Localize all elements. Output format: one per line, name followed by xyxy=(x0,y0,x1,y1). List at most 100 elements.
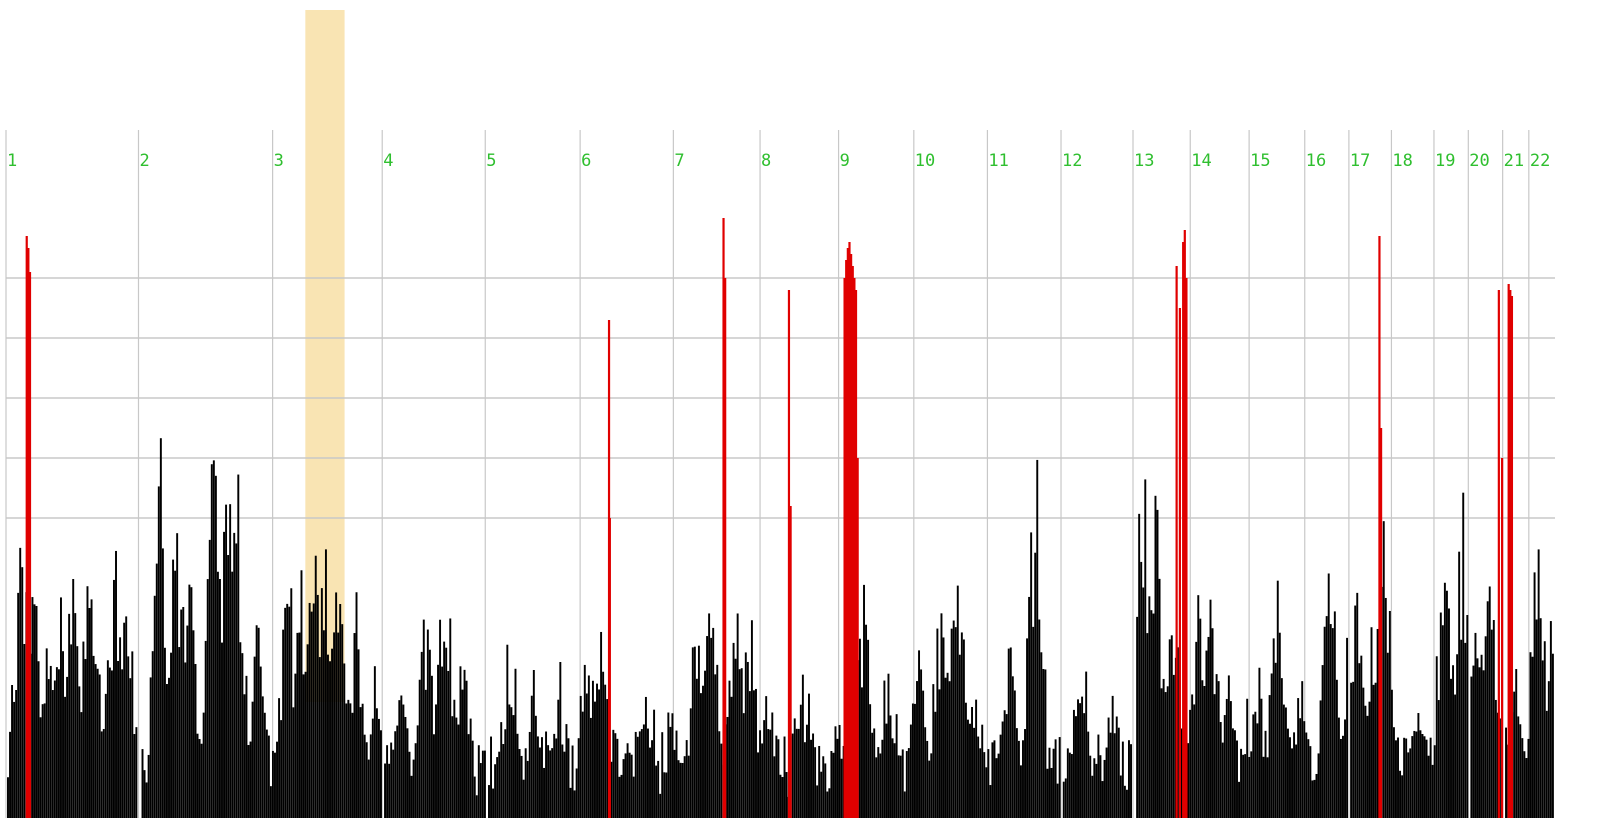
data-bar xyxy=(810,739,812,818)
data-bar xyxy=(23,644,26,818)
data-bar xyxy=(133,734,136,818)
significant-bar xyxy=(1182,242,1185,818)
data-bar xyxy=(1541,660,1544,818)
data-bar xyxy=(13,701,16,818)
data-bar xyxy=(685,740,688,818)
data-bar xyxy=(1388,610,1391,818)
data-bar xyxy=(677,760,680,818)
data-bar xyxy=(1030,532,1033,818)
data-bar xyxy=(1376,628,1379,818)
data-bar xyxy=(750,620,753,818)
highlight-region-layer xyxy=(305,10,345,702)
data-bar xyxy=(1242,754,1245,818)
data-bar xyxy=(1303,721,1306,818)
data-bar xyxy=(37,661,40,818)
data-bar xyxy=(41,704,44,818)
data-bar xyxy=(284,607,287,818)
data-bar xyxy=(559,662,562,818)
significant-bar xyxy=(1185,278,1188,818)
data-bar xyxy=(294,673,297,818)
data-bar xyxy=(1064,778,1067,818)
data-bar xyxy=(1368,701,1371,818)
data-bar xyxy=(390,742,393,818)
data-bar xyxy=(695,678,698,818)
data-bar xyxy=(512,715,515,818)
data-bar xyxy=(149,677,152,818)
data-bar xyxy=(365,742,368,818)
data-bar xyxy=(644,696,647,818)
data-bar xyxy=(1272,638,1275,818)
data-bar xyxy=(1543,641,1546,818)
data-bar xyxy=(1268,695,1271,818)
data-bar xyxy=(1236,740,1238,818)
data-bar xyxy=(699,693,702,818)
data-bar xyxy=(1395,740,1397,818)
data-bar xyxy=(1364,705,1367,818)
data-bar xyxy=(734,658,737,818)
data-bar xyxy=(655,765,658,818)
data-bar xyxy=(1128,740,1130,818)
data-bar xyxy=(278,698,281,818)
data-bar xyxy=(329,661,331,818)
data-bar xyxy=(408,751,411,818)
data-bar xyxy=(447,670,450,818)
data-bar xyxy=(928,760,931,818)
data-bar xyxy=(1513,691,1516,818)
data-bar xyxy=(400,695,403,818)
data-bar xyxy=(926,740,929,818)
data-bar xyxy=(1523,751,1526,818)
data-bar xyxy=(1472,665,1475,818)
chromosome-label: 19 xyxy=(1435,151,1455,171)
chromosome-label: 2 xyxy=(139,151,149,171)
data-bar xyxy=(186,625,189,818)
data-bar xyxy=(1384,597,1387,818)
data-bar xyxy=(1466,615,1469,818)
data-bar xyxy=(1429,737,1432,818)
data-bar xyxy=(826,791,829,818)
chromosome-label: 13 xyxy=(1134,151,1154,171)
data-bar xyxy=(367,759,370,818)
data-bar xyxy=(398,700,401,818)
data-bar xyxy=(1042,668,1045,818)
data-bar xyxy=(437,664,440,818)
data-bar xyxy=(1443,582,1446,818)
data-bar xyxy=(343,663,346,818)
data-bar xyxy=(304,671,307,818)
data-bar xyxy=(875,757,878,818)
data-bar xyxy=(80,712,83,818)
data-bar xyxy=(247,745,250,818)
data-bar xyxy=(39,717,42,818)
data-bar xyxy=(761,743,764,818)
data-bar xyxy=(180,609,183,818)
data-bar xyxy=(1295,744,1298,818)
data-bar xyxy=(70,644,73,818)
data-bar xyxy=(481,750,484,818)
data-bar xyxy=(125,616,128,818)
data-bar xyxy=(274,752,276,818)
data-bar xyxy=(732,642,735,818)
data-bar xyxy=(206,579,209,818)
data-bar xyxy=(420,651,423,818)
data-bar xyxy=(1474,632,1477,818)
chromosome-label: 5 xyxy=(486,151,496,171)
data-bar xyxy=(1164,692,1167,818)
data-bar xyxy=(1203,686,1206,818)
data-bar xyxy=(1333,611,1336,818)
data-bar xyxy=(1005,714,1008,818)
data-bar xyxy=(255,625,258,818)
data-bar xyxy=(1425,739,1428,818)
data-bar xyxy=(355,592,358,818)
data-bar xyxy=(1439,612,1442,818)
data-bar xyxy=(522,779,525,818)
data-bar xyxy=(1158,578,1161,818)
data-bar xyxy=(1081,696,1084,818)
data-bar xyxy=(68,613,71,818)
data-bar xyxy=(785,772,788,818)
data-bar xyxy=(129,678,132,818)
data-bar xyxy=(1413,730,1416,818)
data-bar xyxy=(640,729,643,818)
chromosome-label: 4 xyxy=(383,151,393,171)
significant-bar xyxy=(28,272,32,818)
data-bar xyxy=(1036,459,1039,818)
data-bar xyxy=(887,673,890,818)
